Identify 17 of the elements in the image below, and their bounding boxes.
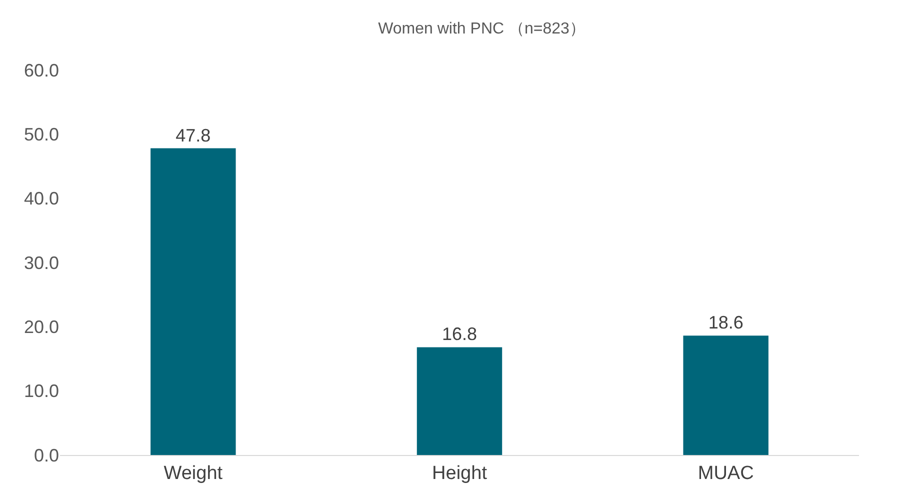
y-tick-label: 10.0 [24, 381, 59, 402]
data-label: 47.8 [176, 125, 211, 146]
data-label: 18.6 [708, 312, 744, 333]
x-tick-label: MUAC [698, 462, 754, 484]
y-tick-label: 20.0 [24, 316, 59, 337]
y-tick-label: 30.0 [24, 252, 59, 273]
chart-title: Women with PNC （n=823） [378, 20, 586, 38]
bar [416, 347, 502, 455]
y-tick-label: 40.0 [24, 188, 59, 209]
x-tick-label: Height [432, 462, 488, 484]
y-tick-label: 60.0 [24, 60, 59, 80]
y-tick-label: 50.0 [24, 124, 59, 144]
bar [150, 148, 236, 455]
x-tick-label: Weight [164, 462, 224, 484]
bar [683, 336, 768, 455]
data-label: 16.8 [442, 324, 478, 344]
y-tick-label: 0.0 [34, 445, 59, 466]
